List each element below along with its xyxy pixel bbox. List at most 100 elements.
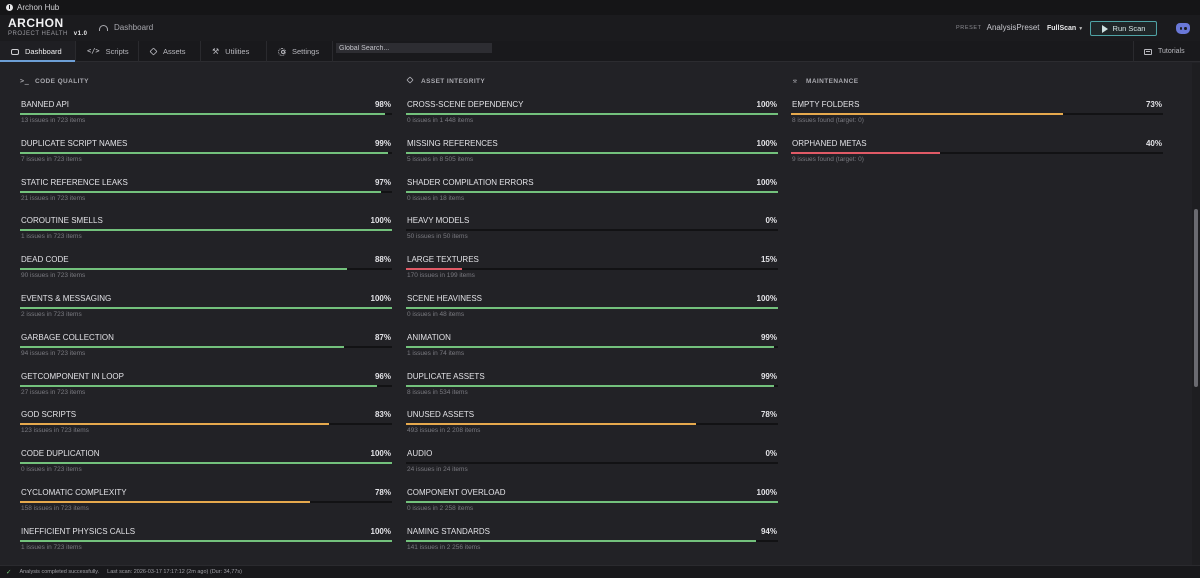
scan-mode-value: FullScan — [1047, 25, 1077, 32]
progress-track — [791, 151, 1163, 154]
tab-utilities[interactable]: ⚒ Utilities — [201, 41, 267, 62]
metric-name: AUDIO — [407, 449, 433, 459]
metric-row[interactable]: NAMING STANDARDS 94% 141 issues in 2 256 i… — [406, 527, 778, 562]
progress-track — [406, 190, 778, 193]
progress-fill — [406, 151, 778, 154]
progress-track — [406, 539, 778, 542]
progress-track — [406, 501, 778, 503]
gear-icon — [278, 47, 286, 56]
metric-issues: 0 issues in 18 items — [407, 194, 465, 202]
metric-issues: 7 issues in 723 items — [21, 155, 82, 163]
app-header: ARCHON PROJECT HEALTH v1.0 Dashboard PRES… — [0, 15, 1200, 41]
column-header: ⚒ MAINTENANCE — [791, 75, 1164, 87]
metric-row[interactable]: HEAVY MODELS 0% 50 issues in 50 items — [406, 216, 778, 251]
tab-label: Utilities — [225, 47, 250, 56]
metric-row[interactable]: DEAD CODE 88% 90 issues in 723 items — [20, 255, 392, 290]
progress-fill — [406, 113, 778, 115]
metric-percent: 100% — [756, 100, 777, 109]
metric-row[interactable]: DUPLICATE SCRIPT NAMES 99% 7 issues in 723… — [20, 139, 392, 174]
progress-track — [20, 462, 392, 465]
tab-assets[interactable]: Assets — [139, 41, 201, 62]
breadcrumb: Dashboard — [99, 23, 153, 32]
progress-fill — [20, 268, 348, 271]
metric-percent: 97% — [374, 177, 391, 187]
tab-settings[interactable]: Settings — [267, 41, 333, 62]
metric-row[interactable]: LARGE TEXTURES 15% 170 issues in 199 items — [406, 255, 778, 290]
progress-fill — [20, 423, 329, 426]
metric-row[interactable]: EVENTS & MESSAGING 100% 2 issues in 723 it… — [20, 294, 392, 329]
global-search-input[interactable] — [336, 43, 492, 53]
metric-row[interactable]: UNUSED ASSETS 78% 493 issues in 2 208 item… — [406, 410, 778, 445]
brand-title: ARCHON — [8, 16, 64, 30]
metric-name: MISSING REFERENCES — [407, 138, 498, 148]
wrench-icon: ⚒ — [212, 46, 220, 56]
preset-selector[interactable]: PRESET AnalysisPreset — [956, 23, 1040, 32]
metric-issues: 0 issues in 723 items — [21, 466, 82, 474]
progress-track — [20, 307, 392, 309]
metric-percent: 0% — [765, 216, 777, 226]
discord-icon[interactable] — [1176, 23, 1190, 34]
preset-value[interactable]: AnalysisPreset — [986, 23, 1040, 32]
metric-name: COMPONENT OVERLOAD — [407, 488, 506, 497]
tab-label: Assets — [163, 47, 186, 56]
metric-name: GETCOMPONENT IN LOOP — [21, 371, 124, 381]
metric-name: CROSS-SCENE DEPENDENCY — [407, 100, 524, 109]
metric-percent: 100% — [756, 294, 777, 303]
metric-row[interactable]: COROUTINE SMELLS 100% 1 issues in 723 item… — [20, 216, 392, 251]
metric-percent: 15% — [760, 255, 777, 265]
metric-percent: 100% — [756, 177, 777, 187]
metric-row[interactable]: ANIMATION 99% 1 issues in 74 items — [406, 333, 778, 368]
metric-percent: 87% — [374, 332, 391, 342]
metric-row[interactable]: COMPONENT OVERLOAD 100% 0 issues in 2 258 … — [406, 488, 778, 523]
metric-issues: 1 issues in 723 items — [21, 233, 82, 241]
progress-track — [406, 151, 778, 154]
metric-row[interactable]: SHADER COMPILATION ERRORS 100% 0 issues in… — [406, 178, 778, 213]
metric-row[interactable]: SCENE HEAVINESS 100% 0 issues in 48 items — [406, 294, 778, 329]
progress-fill — [20, 229, 392, 232]
chevron-down-icon: ▼ — [1078, 25, 1084, 32]
metric-percent: 100% — [370, 216, 391, 226]
status-bar: ✓ Analysis completed successfully. Last … — [0, 565, 1200, 578]
progress-track — [20, 384, 392, 387]
scrollbar-thumb[interactable] — [1194, 209, 1198, 387]
progress-fill — [20, 539, 392, 542]
metric-issues: 50 issues in 50 items — [407, 233, 468, 241]
tab-label: Settings — [292, 47, 320, 56]
metric-row[interactable]: ORPHANED METAS 40% 9 issues found (target:… — [791, 139, 1163, 174]
metric-row[interactable]: GARBAGE COLLECTION 87% 94 issues in 723 it… — [20, 333, 392, 368]
metric-issues: 1 issues in 74 items — [407, 349, 465, 357]
metric-row[interactable]: DUPLICATE ASSETS 99% 8 issues in 534 items — [406, 372, 778, 407]
column-asset-integrity: ASSET INTEGRITY CROSS-SCENE DEPENDENCY 10… — [406, 75, 779, 551]
tab-scripts[interactable]: </> Scripts — [76, 41, 139, 62]
tutorials-button[interactable]: Tutorials — [1133, 41, 1200, 62]
metric-row[interactable]: GOD SCRIPTS 83% 123 issues in 723 items — [20, 410, 392, 445]
metric-issues: 13 issues in 723 items — [21, 117, 86, 124]
progress-track — [20, 229, 392, 232]
metric-percent: 0% — [765, 449, 777, 459]
metric-row[interactable]: CYCLOMATIC COMPLEXITY 78% 158 issues in 72… — [20, 488, 392, 523]
metric-row[interactable]: GETCOMPONENT IN LOOP 96% 27 issues in 723 … — [20, 372, 392, 407]
scrollbar[interactable] — [1192, 63, 1200, 565]
metric-issues: 21 issues in 723 items — [21, 194, 86, 202]
metric-row[interactable]: INEFFICIENT PHYSICS CALLS 100% 1 issues in… — [20, 527, 392, 562]
metric-row[interactable]: BANNED API 98% 13 issues in 723 items — [20, 100, 392, 135]
metric-row[interactable]: EMPTY FOLDERS 73% 8 issues found (target: … — [791, 100, 1163, 135]
metric-row[interactable]: CODE DUPLICATION 100% 0 issues in 723 item… — [20, 449, 392, 484]
metric-percent: 78% — [374, 488, 391, 497]
progress-track — [406, 113, 778, 115]
metric-row[interactable]: AUDIO 0% 24 issues in 24 items — [406, 449, 778, 484]
metric-percent: 73% — [1145, 100, 1162, 109]
scan-mode-dropdown[interactable]: FullScan ▼ — [1044, 22, 1086, 35]
metric-row[interactable]: CROSS-SCENE DEPENDENCY 100% 0 issues in 1 … — [406, 100, 778, 135]
metric-percent: 96% — [374, 371, 391, 381]
tab-dashboard[interactable]: Dashboard — [0, 41, 76, 62]
metric-row[interactable]: STATIC REFERENCE LEAKS 97% 21 issues in 72… — [20, 178, 392, 213]
metric-percent: 83% — [374, 410, 391, 420]
run-scan-button[interactable]: Run Scan — [1090, 21, 1157, 36]
progress-track — [20, 345, 392, 348]
metric-row[interactable]: MISSING REFERENCES 100% 5 issues in 8 505 … — [406, 139, 778, 174]
progress-fill — [20, 345, 344, 348]
metric-percent: 100% — [370, 449, 391, 459]
progress-fill — [406, 345, 775, 348]
progress-track — [406, 345, 778, 348]
